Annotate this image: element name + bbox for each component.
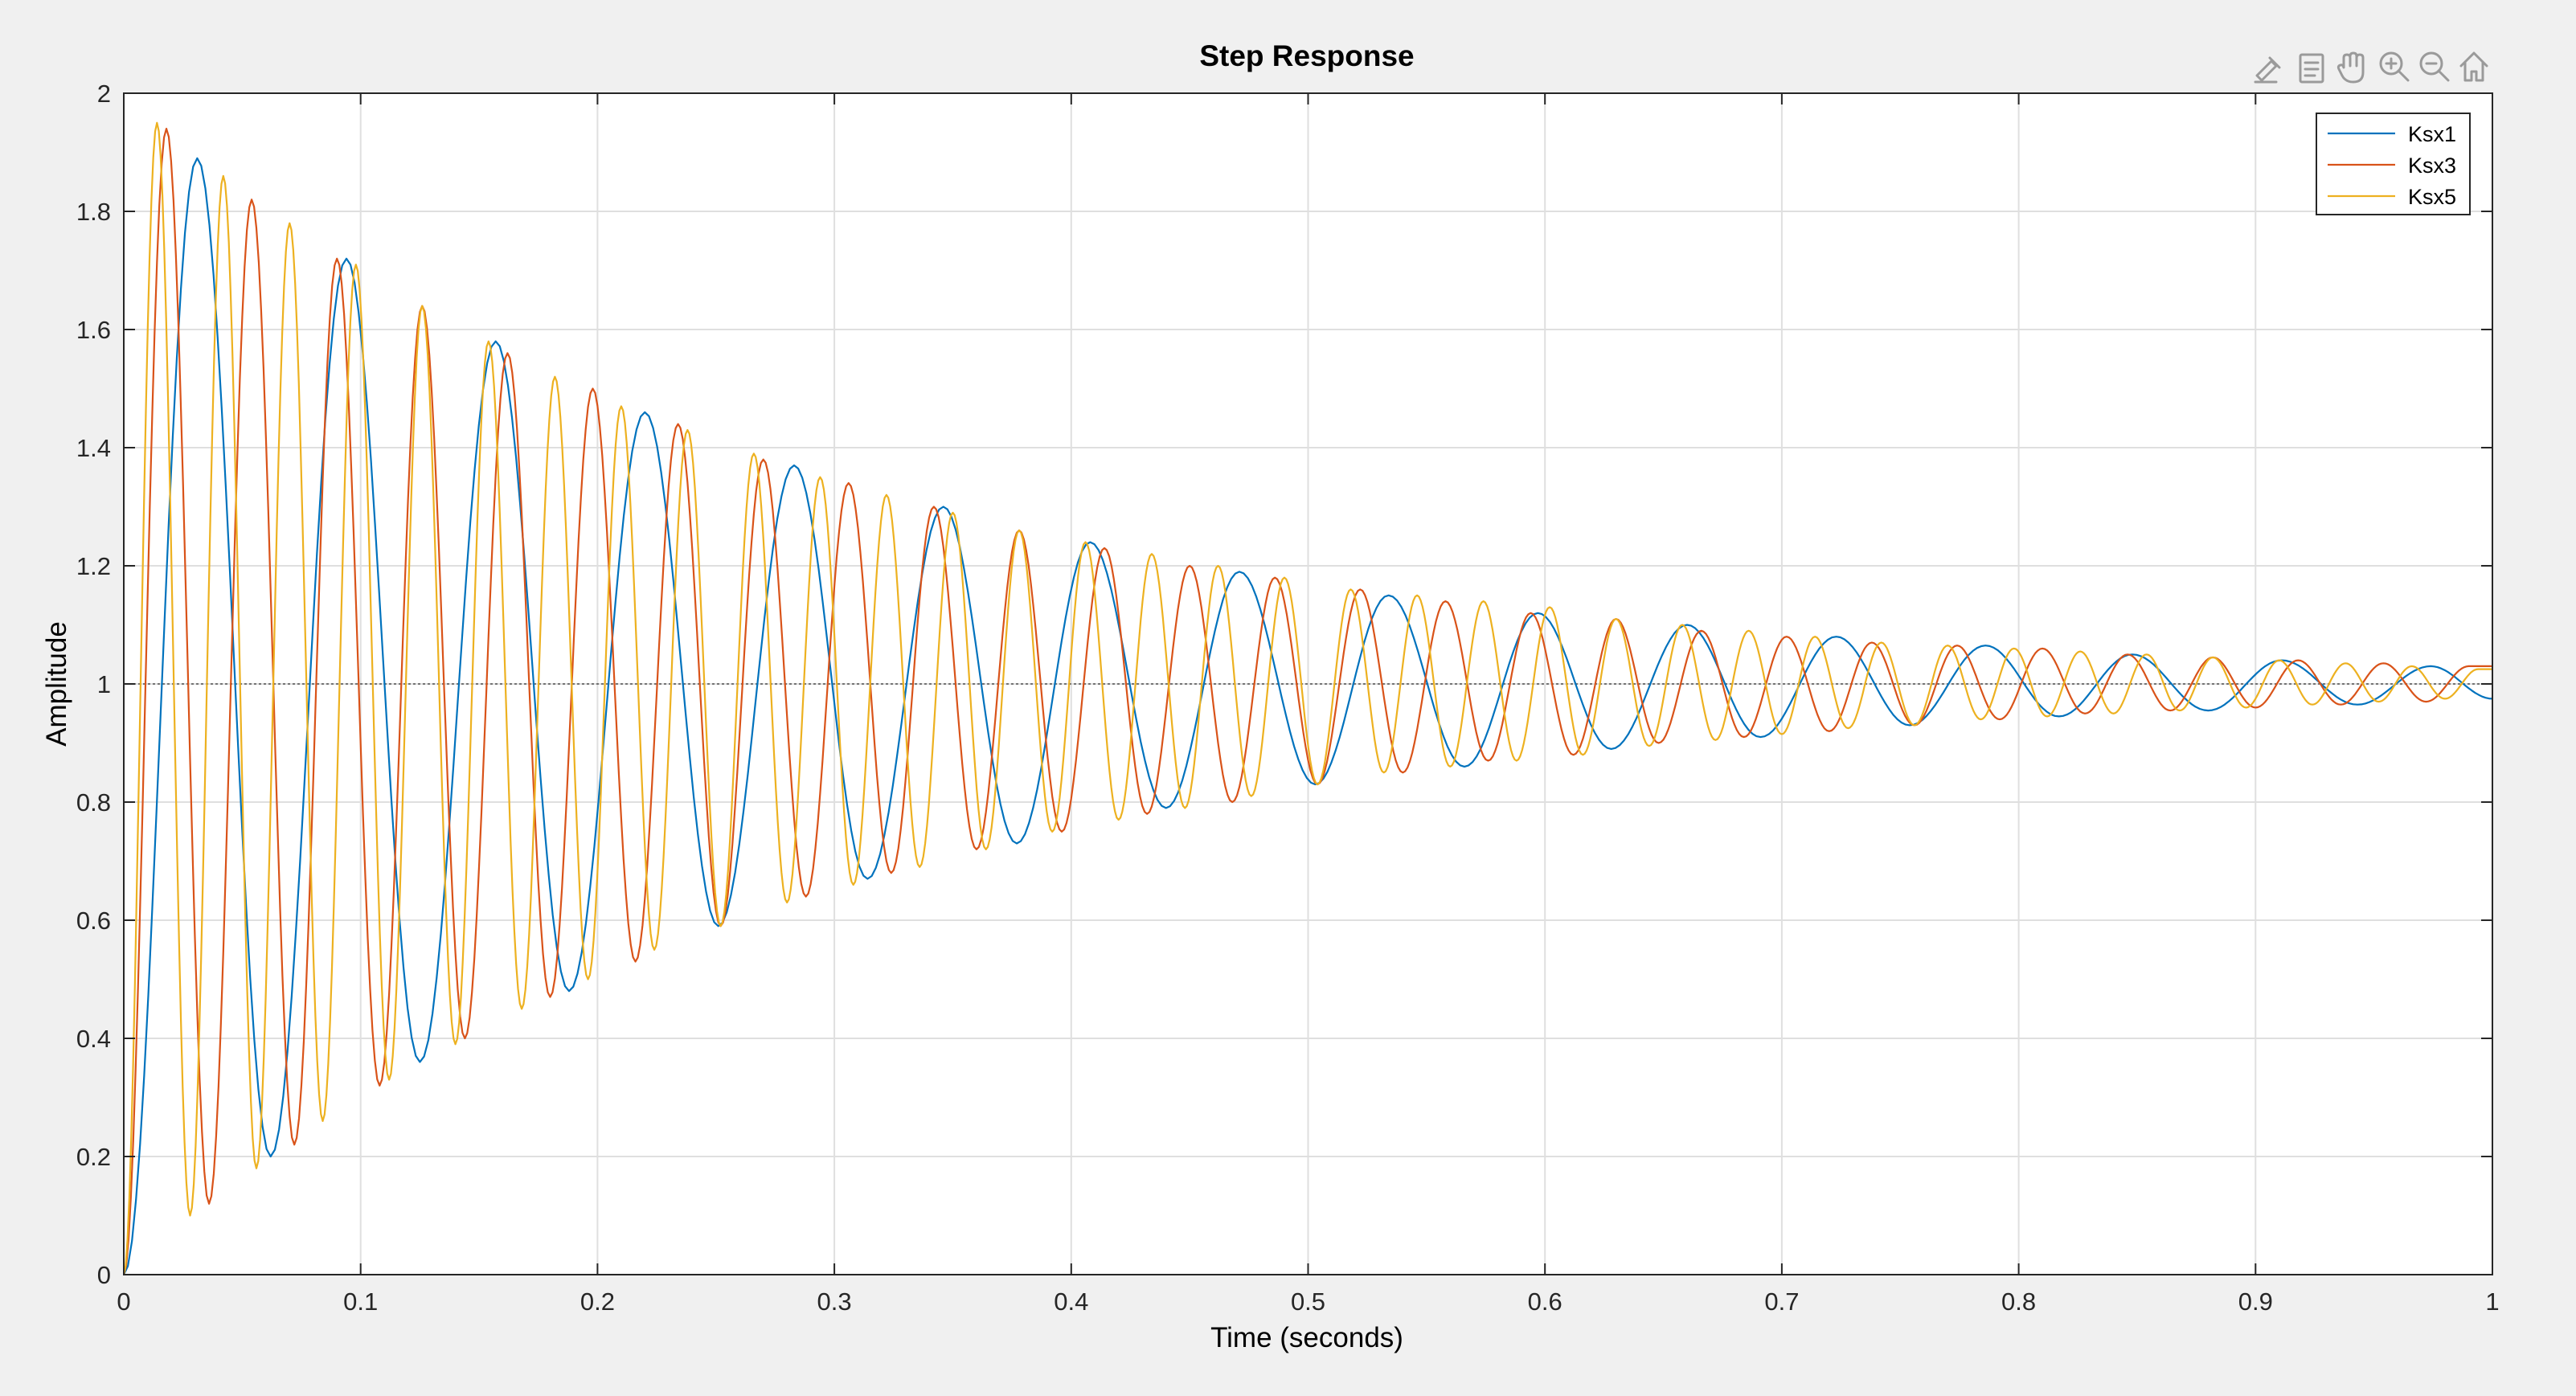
zoom-in-icon[interactable] <box>2379 51 2410 82</box>
legend[interactable]: Ksx1 Ksx3 Ksx5 <box>2316 113 2471 215</box>
y-tick-label: 1.8 <box>76 198 111 226</box>
series-line-ksx1[interactable] <box>123 157 2493 1275</box>
legend-label-ksx1: Ksx1 <box>2408 122 2456 146</box>
y-tick-label: 1.2 <box>76 552 111 580</box>
y-tick-label: 0.8 <box>76 788 111 817</box>
y-tick-label: 1.4 <box>76 434 111 462</box>
y-axis-title: Amplitude <box>41 621 72 747</box>
y-tick-label: 0 <box>97 1261 111 1289</box>
zoom-out-icon[interactable] <box>2419 51 2450 82</box>
y-tick-label: 0.2 <box>76 1143 111 1171</box>
y-tick-label: 0.4 <box>76 1025 111 1053</box>
series-line-ksx5[interactable] <box>122 121 2493 1275</box>
y-tick-label: 2 <box>97 80 111 108</box>
x-tick-label: 0.2 <box>580 1288 615 1316</box>
x-tick-label: 0.9 <box>2238 1288 2273 1316</box>
pan-hand-icon[interactable] <box>2336 51 2365 84</box>
y-tick-label: 0.6 <box>76 907 111 935</box>
x-tick-label: 0.5 <box>1291 1288 1325 1316</box>
x-tick-label: 0.1 <box>343 1288 378 1316</box>
y-tick-label: 1.6 <box>76 316 111 344</box>
series-lines <box>122 121 2493 1275</box>
legend-label-ksx3: Ksx3 <box>2408 154 2456 178</box>
y-tick-label: 1 <box>97 670 111 698</box>
axes-toolbar <box>2254 51 2488 84</box>
x-axis-title: Time (seconds) <box>1210 1322 1403 1353</box>
x-tick-label: 0.8 <box>2001 1288 2036 1316</box>
x-tick-label: 0 <box>117 1288 130 1316</box>
x-tick-label: 0.6 <box>1528 1288 1562 1316</box>
axis-ticks <box>123 92 2493 1275</box>
x-tick-label: 0.4 <box>1054 1288 1088 1316</box>
x-tick-label: 0.3 <box>817 1288 852 1316</box>
y-tick-labels: 0 0.2 0.4 0.6 0.8 1 1.2 1.4 1.6 1.8 2 <box>76 80 111 1289</box>
brush-icon[interactable] <box>2254 56 2281 84</box>
home-icon[interactable] <box>2459 51 2488 82</box>
datatip-icon[interactable] <box>2299 53 2324 84</box>
x-tick-labels: 0 0.1 0.2 0.3 0.4 0.5 0.6 0.7 0.8 0.9 1 <box>117 1288 2499 1316</box>
x-tick-label: 0.7 <box>1764 1288 1799 1316</box>
chart-title: Step Response <box>1199 39 1414 72</box>
x-tick-label: 1 <box>2485 1288 2499 1316</box>
legend-label-ksx5: Ksx5 <box>2408 185 2456 209</box>
